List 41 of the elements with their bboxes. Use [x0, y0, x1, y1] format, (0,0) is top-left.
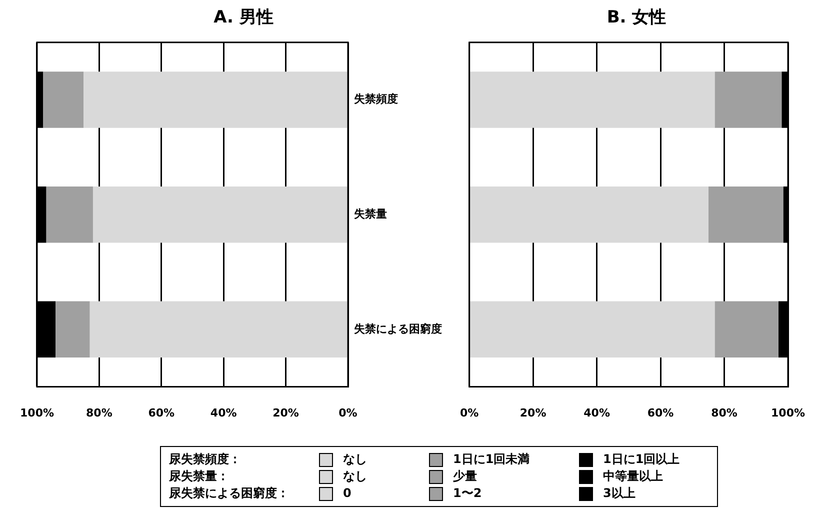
- text: 少量: [453, 468, 477, 485]
- chart-title: A. 男性: [214, 8, 274, 28]
- bar: [46, 186, 93, 243]
- text: 1日に1回以上: [603, 451, 680, 468]
- bar: [714, 72, 782, 128]
- x-tick-label: 60%: [148, 406, 175, 420]
- text: 1〜2: [453, 485, 482, 502]
- text: 尿失禁による困窮度：: [169, 485, 289, 502]
- text: 0: [343, 485, 352, 502]
- bar: [90, 301, 348, 358]
- text: 尿失禁量：: [169, 468, 229, 485]
- x-tick-label: 60%: [647, 406, 674, 420]
- bar: [714, 301, 778, 358]
- x-tick-label: 80%: [86, 406, 112, 420]
- text: 1日に1回未満: [453, 451, 530, 468]
- bar: [470, 301, 715, 358]
- text: なし: [343, 468, 367, 485]
- x-tick-label: 20%: [520, 406, 546, 420]
- x-tick-label: 0%: [338, 406, 358, 420]
- text: 尿失禁頻度：: [169, 451, 241, 468]
- bar: [92, 186, 348, 243]
- x-tick-label: 40%: [210, 406, 237, 420]
- x-tick-label: 0%: [460, 406, 479, 420]
- y-tick-label: 失禁頻度: [354, 92, 398, 106]
- bar: [470, 72, 715, 128]
- bar: [56, 301, 90, 358]
- y-tick-label: 失禁量: [354, 207, 387, 220]
- bar: [708, 186, 784, 243]
- x-tick-label: 100%: [20, 406, 54, 420]
- x-tick-label: 80%: [711, 406, 738, 420]
- text: 3以上: [603, 485, 636, 502]
- text: 中等量以上: [603, 468, 663, 485]
- x-tick-label: 40%: [584, 406, 610, 420]
- bar: [470, 186, 708, 243]
- x-tick-label: 20%: [272, 406, 299, 420]
- y-tick-label: 失禁による困窮度: [354, 322, 442, 336]
- text: なし: [343, 451, 367, 468]
- bar: [43, 72, 84, 128]
- chart-title: B. 女性: [606, 8, 666, 28]
- bar: [84, 72, 348, 128]
- x-tick-label: 100%: [771, 406, 805, 420]
